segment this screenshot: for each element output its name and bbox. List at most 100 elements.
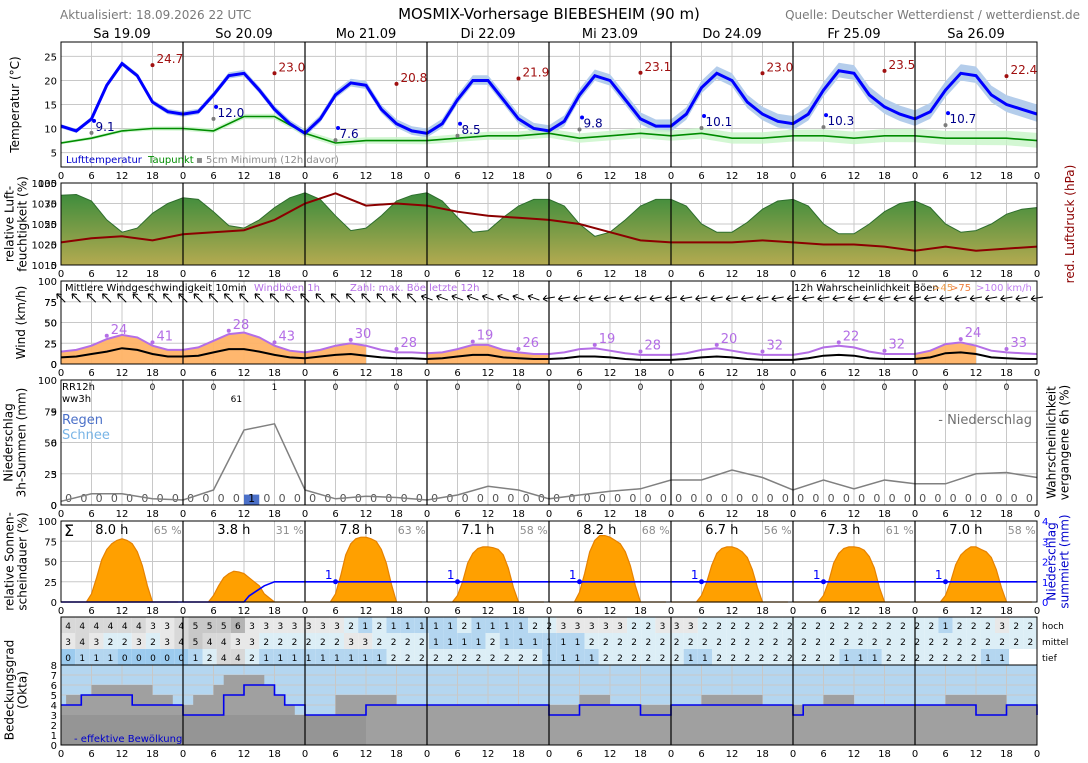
cloud-layer-cell	[131, 633, 146, 649]
wind-direction-arrow	[71, 293, 81, 303]
precip-bar-label: 0	[477, 492, 484, 505]
precipitation-hour-tick: 18	[390, 509, 403, 520]
cloud-layer-value: 2	[207, 654, 213, 664]
cloud-layer-cell	[853, 633, 868, 649]
rr12h-label: RR12h	[62, 382, 95, 393]
arrow-shape	[254, 293, 264, 303]
precipitation-hour-tick: 12	[848, 509, 861, 520]
max-gust-point	[104, 333, 109, 338]
daily-sunshine-percent: 56 %	[764, 524, 792, 537]
cumulative-precip-right-tick: 4	[1042, 517, 1048, 528]
precipitation-hour-tick: 6	[820, 509, 826, 520]
cloud-layer-value: 1	[348, 654, 354, 664]
cloud-layer-value: 3	[136, 638, 142, 648]
precipitation-hour-tick: 12	[482, 509, 495, 520]
wind-direction-arrow	[679, 295, 693, 302]
wind-y-tick: 50	[44, 319, 57, 330]
humidity-hour-tick: 12	[848, 269, 861, 280]
min-temp-point	[824, 113, 829, 118]
cloud-layer-cell	[641, 633, 656, 649]
cloud-layer-cell	[598, 633, 613, 649]
cloud-layer-value: 1	[362, 654, 368, 664]
cloud-layer-cell	[740, 649, 755, 665]
wind-frame: 0 6 12 18 0 6 12 18 0 6 12 18 0 6 12 18 0 6 12 18 0 6 12 18 0 6 12…	[58, 280, 1040, 379]
min-temp-label: 9.1	[96, 120, 115, 134]
precip-probability-legend: - Niederschlag	[938, 413, 1032, 428]
cloud-layer-value: 2	[858, 638, 864, 648]
sunshine-y-tick: 100	[38, 517, 57, 528]
precipitation-hour-tick: 12	[360, 509, 373, 520]
max-temp-label: 21.9	[523, 66, 550, 80]
cloud-layer-cell	[1023, 649, 1038, 665]
arrow-shape	[527, 294, 540, 301]
cloud-layer-value: 2	[461, 622, 467, 632]
cloud-layer-cell	[386, 617, 401, 633]
cloud-layer-value: 3	[660, 622, 666, 632]
cloud-layer-cell	[995, 617, 1010, 633]
cloud-layer-value: 2	[150, 638, 156, 648]
rr12h-value: 0	[943, 383, 949, 393]
cloud-layer-value: 2	[249, 654, 255, 664]
cloud-layer-value: 2	[886, 638, 892, 648]
precip-bar-label: 0	[218, 492, 225, 505]
cloud-layer-value: 2	[773, 638, 779, 648]
wind-probability-y-tick: 75	[44, 298, 57, 309]
cloud-layer-cell	[995, 633, 1010, 649]
sunshine-hour-tick: 6	[942, 606, 948, 617]
cumulative-precip-right-tick: 3	[1042, 537, 1048, 548]
max-gust-label: 28	[645, 339, 662, 354]
cloud-layer-value: 2	[872, 638, 878, 648]
precip-bar	[244, 494, 260, 505]
cloud-cover-hour-tick: 12	[726, 749, 739, 760]
temperature-y-tick: 5	[51, 149, 57, 160]
wind-direction-arrow	[603, 295, 616, 302]
cloud-layer-cell	[528, 617, 543, 633]
arrow-shape	[771, 295, 784, 302]
cloud-layer-value: 2	[589, 638, 595, 648]
cloud-cover-hour-tick: 12	[482, 749, 495, 760]
temperature-frame: 0 6 12 18 0 6 12 18 0 6 12 18 0 6 12 18 0 6 12 18 0 6 12 18 0 6 12…	[58, 41, 1040, 182]
cloud-layer-cell	[980, 633, 996, 649]
cloud-layer-value: 2	[971, 654, 977, 664]
max-temp-label: 20.8	[401, 71, 428, 85]
cloud-layer-value: 1	[504, 638, 510, 648]
cloud-layer-cell	[598, 649, 613, 665]
wind-direction-arrow	[527, 294, 540, 301]
cloud-layer-value: 2	[900, 638, 906, 648]
cloud-layer-value: 2	[405, 654, 411, 664]
temperature-hour-tick: 18	[878, 171, 891, 182]
precip-bar-label: 0	[721, 492, 728, 505]
cloud-cover-y-tick: 6	[51, 681, 57, 692]
precipitation-axis-label: 3h-Summen (mm)	[15, 388, 29, 498]
cloud-layer-value: 1	[872, 654, 878, 664]
cloud-layer-value: 2	[532, 654, 538, 664]
arrow-shape	[193, 293, 203, 303]
cloud-layer-cell	[952, 617, 967, 633]
legend-mean-wind: Mittlere Windgeschwindigkeit 10min	[65, 283, 247, 294]
wind-axis-label: Wind (km/h)	[14, 286, 28, 360]
cloud-layer-value: 2	[844, 638, 850, 648]
cloud-layer-cell	[910, 617, 925, 633]
cloud-cover-y-tick: 3	[51, 711, 57, 722]
cloud-layer-cell	[924, 617, 939, 633]
wind-hour-tick: 18	[268, 368, 281, 379]
cloud-layer-cell	[202, 649, 217, 665]
cloud-layer-value: 4	[207, 638, 213, 648]
pressure-y-tick: 1035	[32, 179, 57, 190]
day-label: Di 22.09	[461, 27, 516, 42]
daily-sunshine-percent: 65 %	[154, 524, 182, 537]
daily-sunshine-percent: 68 %	[642, 524, 670, 537]
wind-hour-tick: 0	[302, 368, 308, 379]
cloud-layer-cell	[726, 617, 741, 633]
cloud-cover-hour-tick: 0	[546, 749, 552, 760]
cloud-layer-value: 2	[759, 654, 765, 664]
arrow-shape	[466, 294, 479, 301]
cloud-layer-cell	[471, 633, 486, 649]
max-gust-label: 19	[477, 329, 494, 344]
cloud-layer-value: 4	[221, 654, 227, 664]
wind-hour-tick: 0	[790, 368, 796, 379]
max-gust-label: 32	[767, 339, 784, 354]
precip-bar-label: 0	[172, 492, 179, 505]
precip-bar-label: 0	[446, 492, 453, 505]
cloud-layer-value: 4	[79, 638, 85, 648]
